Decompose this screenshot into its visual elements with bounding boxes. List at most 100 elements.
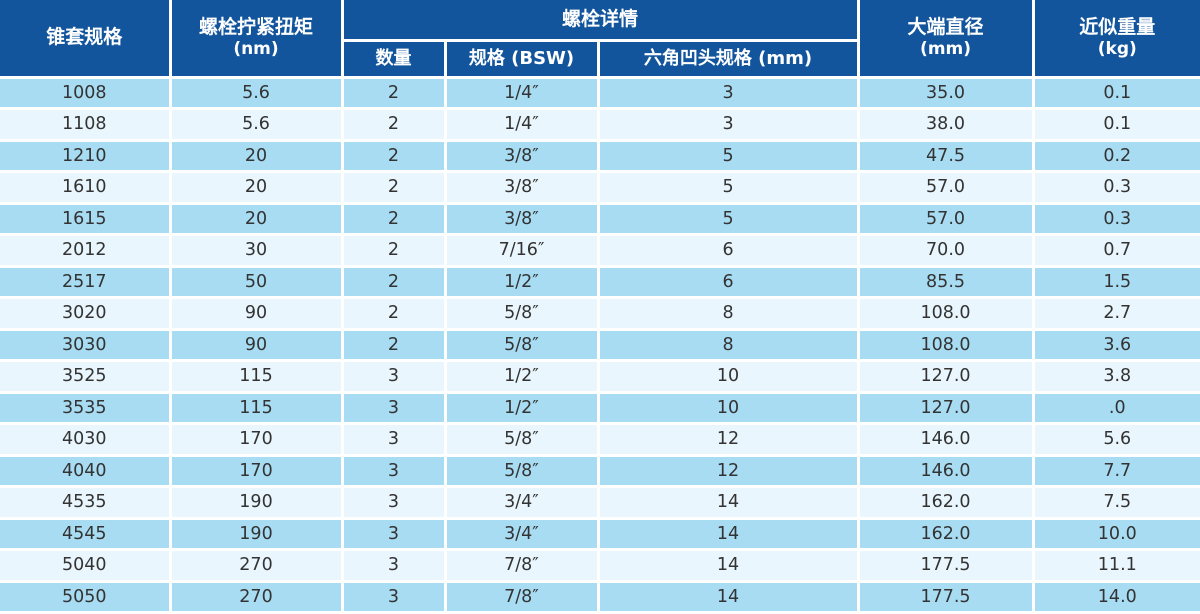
- cell-weight: 3.6: [1033, 329, 1200, 362]
- cell-weight: 14.0: [1033, 581, 1200, 611]
- cell-hex: 12: [598, 423, 860, 457]
- cell-qty: 3: [342, 392, 447, 425]
- cell-weight: 10.0: [1033, 518, 1200, 551]
- cell-weight: 7.5: [1033, 486, 1200, 520]
- cell-qty: 2: [342, 77, 447, 110]
- cell-torque: 170: [170, 455, 344, 488]
- cell-bsw: 5/8″: [445, 455, 600, 488]
- cell-spec: 1108: [0, 108, 172, 142]
- cell-bsw: 3/8″: [445, 140, 600, 173]
- cell-spec: 3525: [0, 360, 172, 394]
- cell-spec: 4545: [0, 518, 172, 551]
- cell-hex: 6: [598, 234, 860, 268]
- cell-diameter: 108.0: [858, 329, 1035, 362]
- cell-weight: 0.7: [1033, 234, 1200, 268]
- cell-bsw: 3/8″: [445, 203, 600, 236]
- header-approx-weight: 近似重量 (kg): [1033, 0, 1200, 79]
- cell-hex: 3: [598, 108, 860, 142]
- cell-torque: 5.6: [170, 77, 344, 110]
- cell-diameter: 146.0: [858, 423, 1035, 457]
- cell-weight: 3.8: [1033, 360, 1200, 394]
- cell-qty: 3: [342, 549, 447, 583]
- cell-weight: 1.5: [1033, 266, 1200, 299]
- cell-hex: 8: [598, 297, 860, 331]
- cell-qty: 2: [342, 203, 447, 236]
- table-body: 1008 5.6 2 1/4″ 3 35.0 0.1 1108 5.6 2 1/4″ 3 38.0 0.1…: [0, 77, 1200, 611]
- cell-diameter: 108.0: [858, 297, 1035, 331]
- table-row: 1008 5.6 2 1/4″ 3 35.0 0.1: [0, 77, 1200, 110]
- cell-weight: 7.7: [1033, 455, 1200, 488]
- cell-torque: 90: [170, 297, 344, 331]
- table-row: 3535 115 3 1/2″ 10 127.0.0: [0, 392, 1200, 425]
- cell-qty: 3: [342, 518, 447, 551]
- cell-bsw: 5/8″: [445, 329, 600, 362]
- header-bolt-torque-line2: (nm): [233, 38, 279, 59]
- cell-torque: 170: [170, 423, 344, 457]
- cell-hex: 14: [598, 486, 860, 520]
- cell-diameter: 38.0: [858, 108, 1035, 142]
- cell-bsw: 7/8″: [445, 549, 600, 583]
- cell-hex: 3: [598, 77, 860, 110]
- cell-torque: 115: [170, 392, 344, 425]
- cell-qty: 2: [342, 171, 447, 205]
- header-large-end-diameter: 大端直径 (mm): [858, 0, 1035, 79]
- cell-torque: 90: [170, 329, 344, 362]
- cell-torque: 50: [170, 266, 344, 299]
- cell-hex: 8: [598, 329, 860, 362]
- cell-torque: 20: [170, 171, 344, 205]
- cell-torque: 30: [170, 234, 344, 268]
- cell-spec: 1210: [0, 140, 172, 173]
- header-spec-bsw: 规格 (BSW): [445, 40, 600, 79]
- cell-diameter: 162.0: [858, 486, 1035, 520]
- table-row: 4535 190 3 3/4″ 14 162.0 7.5: [0, 486, 1200, 520]
- cell-torque: 190: [170, 486, 344, 520]
- header-bolt-details-group: 螺栓详情: [342, 0, 860, 42]
- table-row: 2517 50 2 1/2″ 6 85.5 1.5: [0, 266, 1200, 299]
- cell-qty: 3: [342, 455, 447, 488]
- cell-weight: 0.1: [1033, 77, 1200, 110]
- cell-diameter: 57.0: [858, 203, 1035, 236]
- cell-bsw: 3/8″: [445, 171, 600, 205]
- cell-hex: 14: [598, 518, 860, 551]
- cell-qty: 2: [342, 266, 447, 299]
- table-row: 1210 20 2 3/8″ 5 47.5 0.2: [0, 140, 1200, 173]
- cell-spec: 5050: [0, 581, 172, 611]
- table-row: 4030 170 3 5/8″ 12 146.0 5.6: [0, 423, 1200, 457]
- cell-bsw: 1/4″: [445, 108, 600, 142]
- cell-diameter: 162.0: [858, 518, 1035, 551]
- cell-spec: 4535: [0, 486, 172, 520]
- cell-weight: 11.1: [1033, 549, 1200, 583]
- cell-diameter: 177.5: [858, 549, 1035, 583]
- cell-bsw: 7/8″: [445, 581, 600, 611]
- header-large-end-diameter-line2: (mm): [920, 38, 972, 59]
- cell-weight: 5.6: [1033, 423, 1200, 457]
- header-quantity: 数量: [342, 40, 447, 79]
- cell-qty: 2: [342, 329, 447, 362]
- cell-diameter: 127.0: [858, 360, 1035, 394]
- cell-hex: 14: [598, 581, 860, 611]
- cell-spec: 4040: [0, 455, 172, 488]
- table-row: 1108 5.6 2 1/4″ 3 38.0 0.1: [0, 108, 1200, 142]
- cell-torque: 20: [170, 203, 344, 236]
- cell-diameter: 85.5: [858, 266, 1035, 299]
- table-row: 3020 90 2 5/8″ 8 108.0 2.7: [0, 297, 1200, 331]
- table-row: 5040 270 3 7/8″ 14 177.5 11.1: [0, 549, 1200, 583]
- cell-bsw: 1/2″: [445, 360, 600, 394]
- cell-diameter: 47.5: [858, 140, 1035, 173]
- table-row: 1615 20 2 3/8″ 5 57.0 0.3: [0, 203, 1200, 236]
- cell-hex: 6: [598, 266, 860, 299]
- cell-hex: 5: [598, 203, 860, 236]
- cell-bsw: 3/4″: [445, 486, 600, 520]
- cell-diameter: 35.0: [858, 77, 1035, 110]
- cell-spec: 2517: [0, 266, 172, 299]
- cell-qty: 2: [342, 140, 447, 173]
- cell-qty: 3: [342, 360, 447, 394]
- table-row: 1610 20 2 3/8″ 5 57.0 0.3: [0, 171, 1200, 205]
- cell-torque: 115: [170, 360, 344, 394]
- cell-hex: 5: [598, 140, 860, 173]
- cell-diameter: 177.5: [858, 581, 1035, 611]
- header-taper-spec: 锥套规格: [0, 0, 172, 79]
- cell-spec: 3535: [0, 392, 172, 425]
- cell-spec: 1610: [0, 171, 172, 205]
